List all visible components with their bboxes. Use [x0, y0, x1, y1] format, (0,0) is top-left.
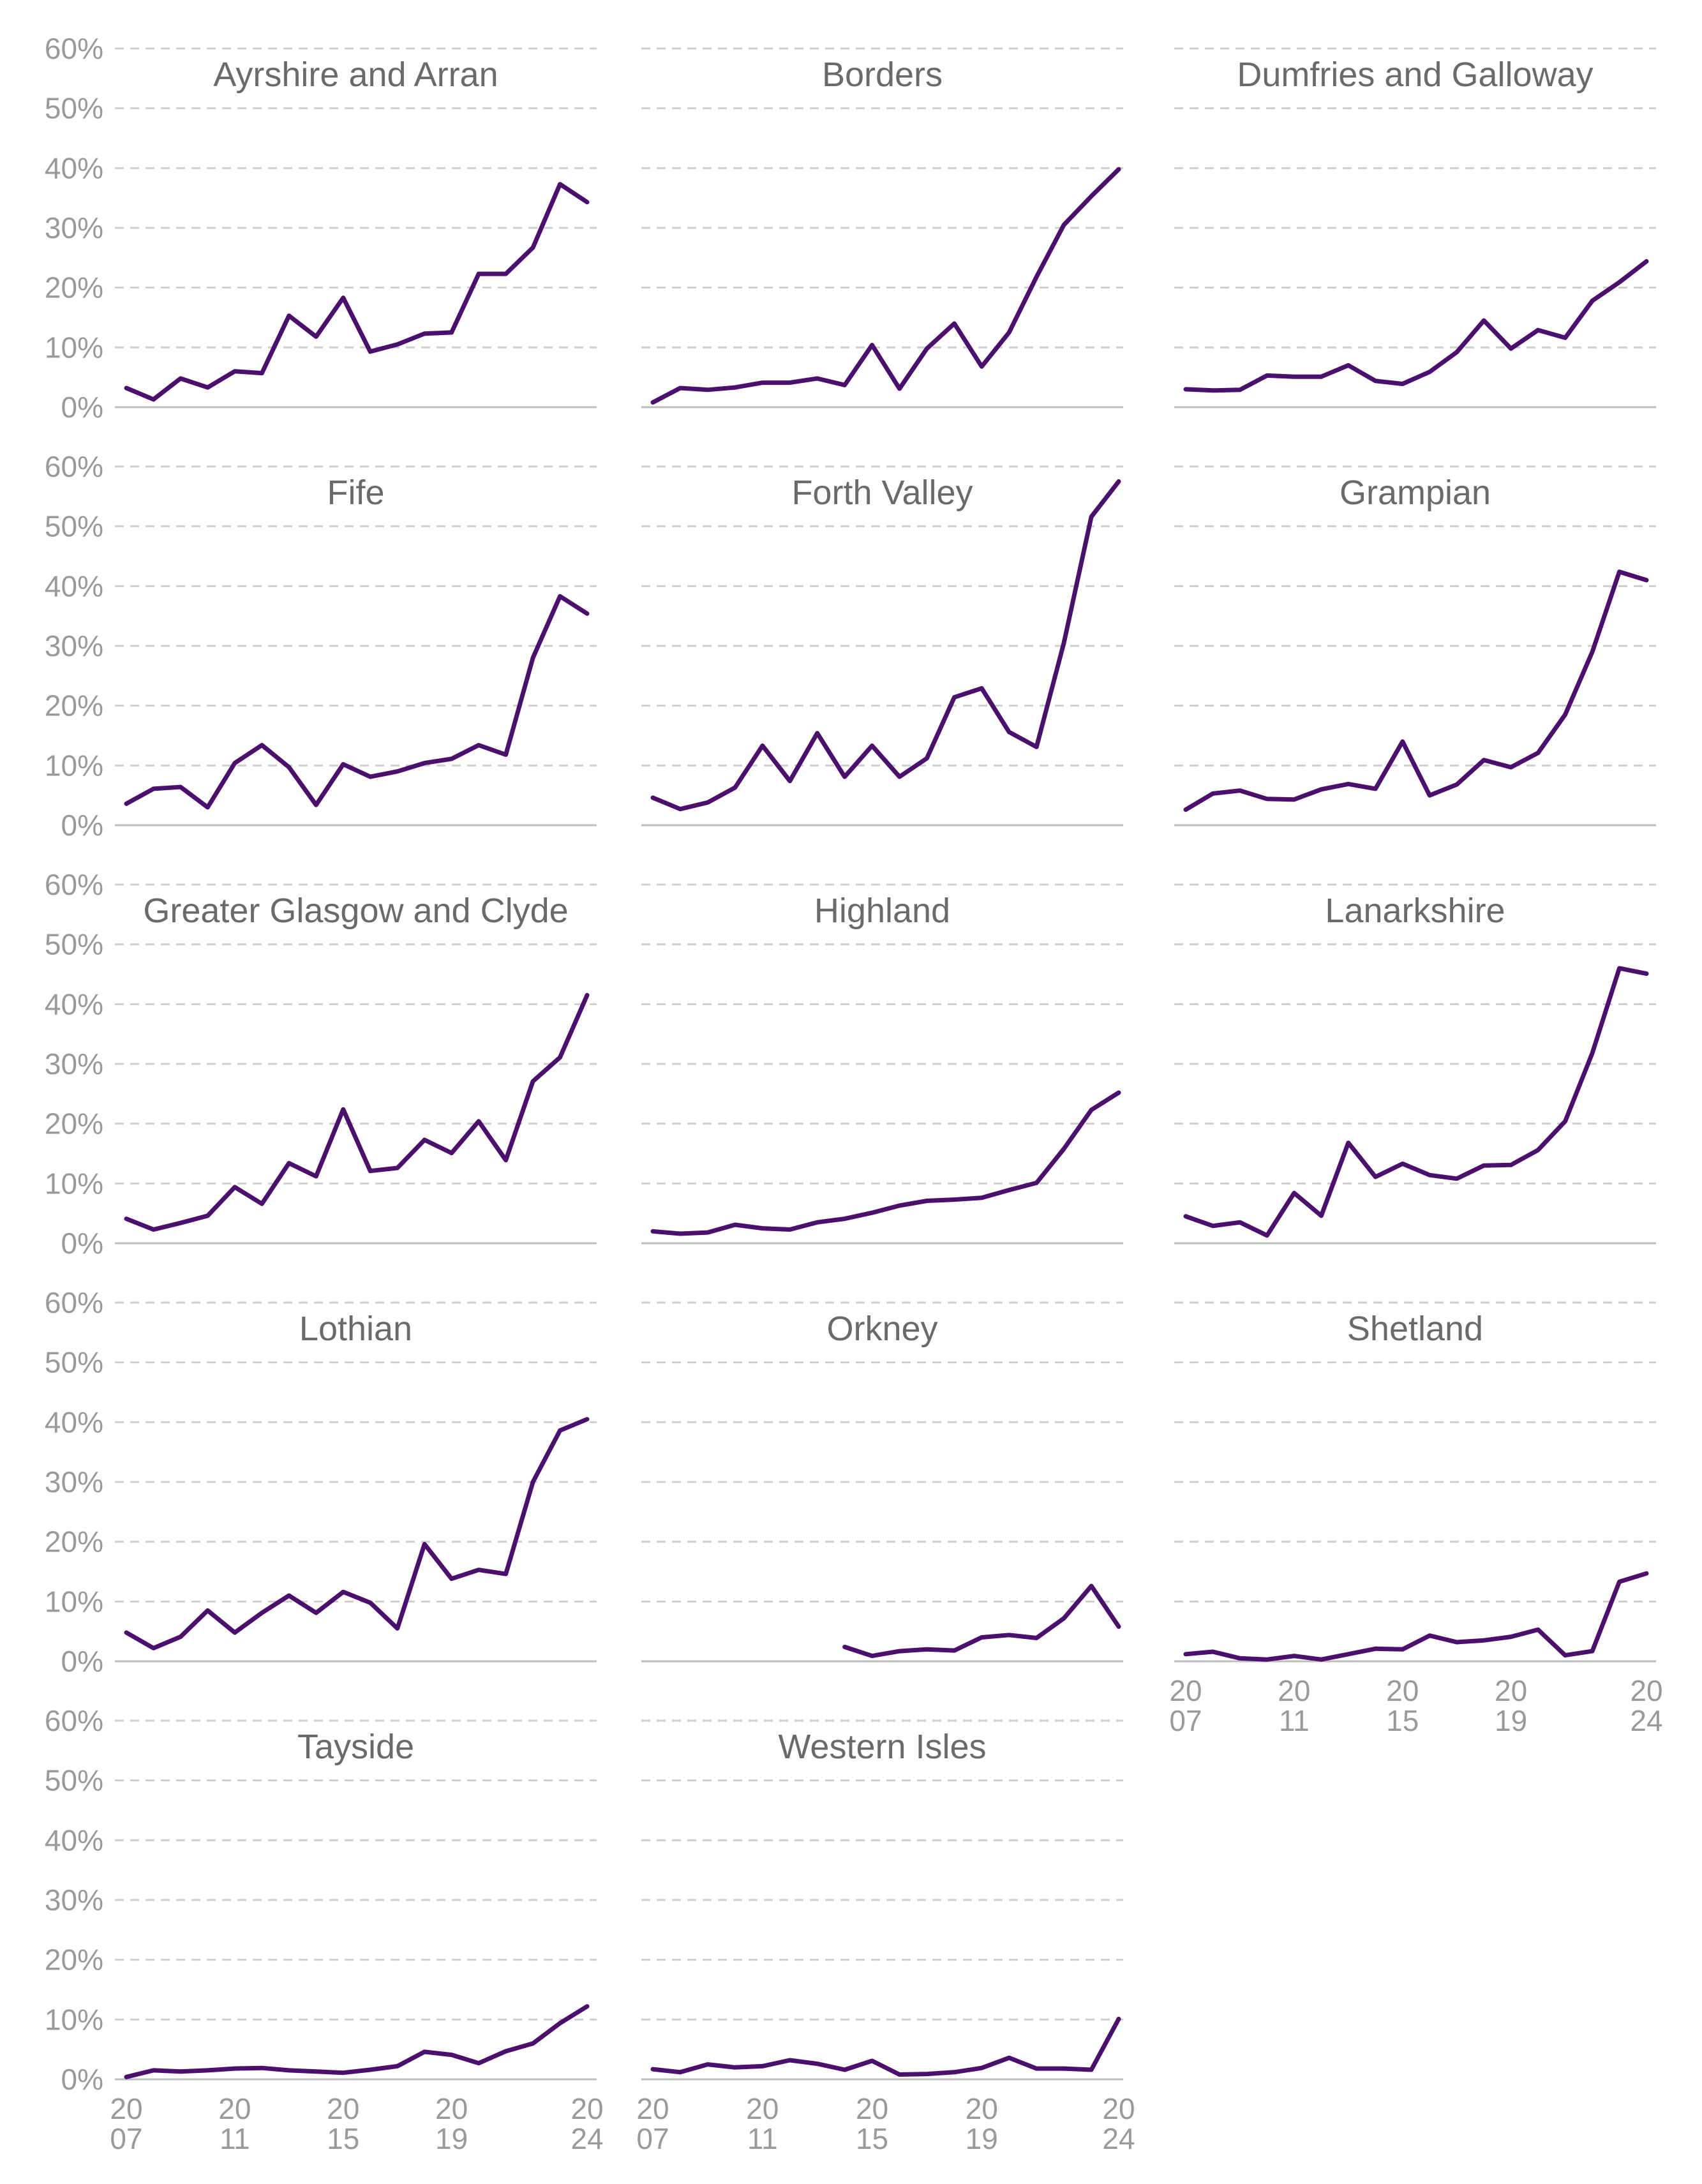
y-tick-label: 30% — [45, 629, 103, 662]
x-tick-label: 24 — [1102, 2122, 1135, 2155]
y-tick-label: 10% — [45, 2003, 103, 2036]
y-tick-label: 10% — [45, 331, 103, 364]
y-tick-label: 40% — [45, 151, 103, 184]
x-tick-label: 20 — [1169, 1674, 1202, 1707]
x-tick-label: 20 — [1278, 1674, 1310, 1707]
panel-title: Greater Glasgow and Clyde — [143, 892, 568, 930]
x-tick-label: 19 — [435, 2122, 468, 2155]
panel-title: Tayside — [297, 1728, 414, 1766]
y-tick-label: 0% — [61, 2063, 103, 2096]
y-tick-label: 0% — [61, 809, 103, 842]
y-tick-label: 10% — [45, 749, 103, 782]
x-tick-label: 20 — [1386, 1674, 1419, 1707]
series-line — [124, 2004, 590, 2079]
panel-title: Borders — [822, 56, 943, 94]
y-tick-label: 40% — [45, 1823, 103, 1857]
y-tick-label: 30% — [45, 1883, 103, 1917]
y-tick-label: 50% — [45, 1346, 103, 1379]
y-tick-label: 50% — [45, 92, 103, 125]
y-tick-label: 40% — [45, 987, 103, 1021]
y-tick-label: 60% — [45, 32, 103, 65]
x-tick-label: 07 — [636, 2122, 669, 2155]
x-tick-label: 20 — [636, 2092, 669, 2125]
y-tick-label: 50% — [45, 928, 103, 961]
y-tick-label: 60% — [45, 1286, 103, 1319]
panel-title: Western Isles — [778, 1728, 986, 1766]
series-line — [1183, 259, 1649, 393]
x-tick-label: 19 — [966, 2122, 998, 2155]
y-tick-label: 0% — [61, 391, 103, 424]
x-tick-label: 20 — [1630, 1674, 1662, 1707]
x-tick-label: 15 — [1386, 1704, 1419, 1737]
y-tick-label: 0% — [61, 1645, 103, 1678]
x-tick-label: 20 — [856, 2092, 888, 2125]
series-line — [124, 182, 590, 402]
x-tick-label: 20 — [218, 2092, 251, 2125]
panel-title: Forth Valley — [791, 474, 973, 512]
series-line — [124, 594, 590, 810]
x-tick-label: 11 — [220, 2122, 250, 2155]
x-tick-label: 20 — [746, 2092, 779, 2125]
x-tick-label: 11 — [747, 2122, 778, 2155]
panel-title: Lanarkshire — [1325, 892, 1505, 930]
panel-title: Ayrshire and Arran — [213, 56, 498, 94]
x-tick-label: 19 — [1495, 1704, 1527, 1737]
series-line — [1183, 569, 1649, 812]
series-line — [650, 167, 1121, 405]
y-tick-label: 60% — [45, 450, 103, 483]
series-line — [1183, 966, 1649, 1238]
y-tick-label: 30% — [45, 211, 103, 244]
y-tick-label: 10% — [45, 1167, 103, 1200]
y-tick-label: 20% — [45, 689, 103, 722]
y-tick-label: 60% — [45, 868, 103, 901]
y-tick-label: 30% — [45, 1465, 103, 1499]
panel-title: Dumfries and Galloway — [1237, 56, 1593, 94]
series-line — [1183, 1571, 1649, 1662]
series-line — [124, 1417, 590, 1650]
panel-title: Grampian — [1340, 474, 1491, 512]
y-tick-label: 50% — [45, 1764, 103, 1797]
y-tick-label: 50% — [45, 510, 103, 543]
y-tick-label: 60% — [45, 1704, 103, 1737]
y-tick-label: 20% — [45, 1107, 103, 1141]
x-tick-label: 15 — [856, 2122, 888, 2155]
series-line — [650, 1090, 1121, 1236]
x-tick-label: 15 — [327, 2122, 359, 2155]
x-tick-label: 24 — [1630, 1704, 1662, 1737]
x-tick-label: 20 — [1102, 2092, 1135, 2125]
x-tick-label: 11 — [1279, 1704, 1310, 1737]
x-tick-label: 07 — [110, 2122, 142, 2155]
y-tick-label: 10% — [45, 1585, 103, 1618]
y-tick-label: 40% — [45, 1405, 103, 1439]
x-tick-label: 20 — [327, 2092, 359, 2125]
series-line — [650, 2016, 1121, 2077]
panel-title: Orkney — [826, 1310, 937, 1348]
y-tick-label: 30% — [45, 1047, 103, 1081]
x-tick-label: 20 — [110, 2092, 142, 2125]
panel-title: Highland — [814, 892, 950, 930]
x-tick-label: 20 — [1495, 1674, 1527, 1707]
panel-title: Fife — [327, 474, 384, 512]
y-tick-label: 20% — [45, 1525, 103, 1559]
y-tick-label: 40% — [45, 569, 103, 602]
x-tick-label: 20 — [435, 2092, 468, 2125]
y-tick-label: 20% — [45, 1943, 103, 1977]
x-tick-label: 20 — [966, 2092, 998, 2125]
series-line — [650, 479, 1121, 812]
x-tick-label: 07 — [1169, 1704, 1202, 1737]
series-line — [842, 1583, 1121, 1659]
panel-title: Shetland — [1347, 1310, 1483, 1348]
x-tick-label: 24 — [571, 2122, 603, 2155]
series-line — [124, 992, 590, 1232]
y-tick-label: 0% — [61, 1227, 103, 1260]
y-tick-label: 20% — [45, 271, 103, 304]
panel-title: Lothian — [299, 1310, 412, 1348]
x-tick-label: 20 — [571, 2092, 603, 2125]
